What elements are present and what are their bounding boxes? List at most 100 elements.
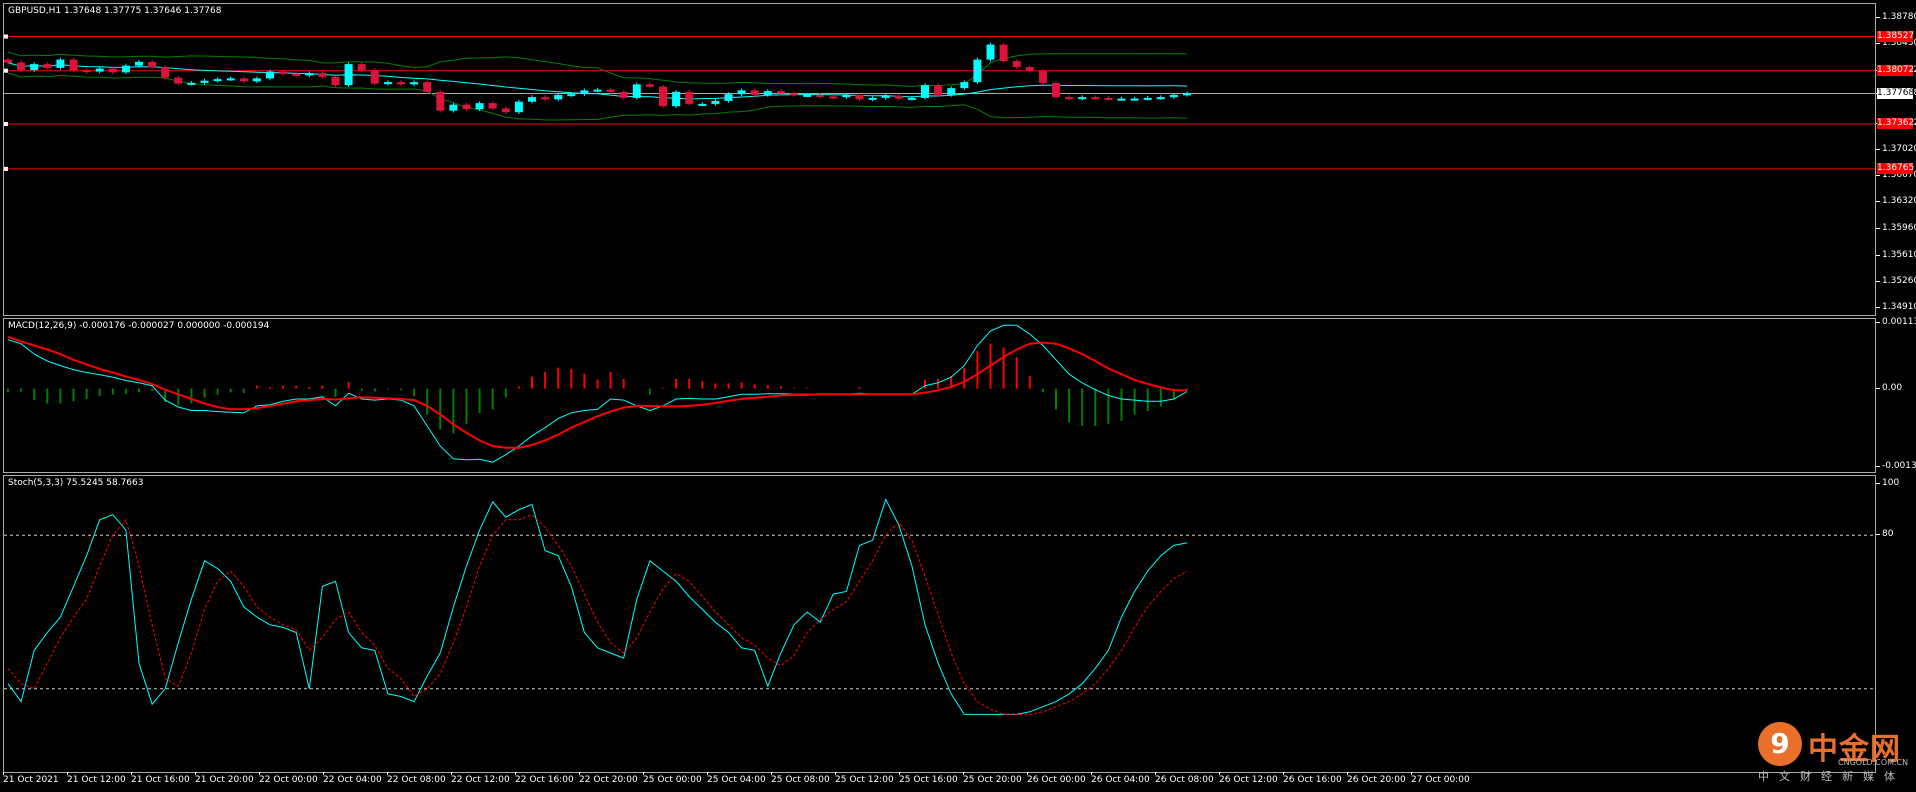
macd-chart [7,324,1188,463]
moving-average-line [7,62,1188,100]
candle-bear [17,62,26,71]
candle-bear [4,59,12,63]
candle-bull [698,103,707,106]
candle-bull [95,68,104,72]
time-tick: 26 Oct 04:00 [1091,772,1150,785]
candle-bear [619,91,628,98]
candle-bear [934,85,943,95]
time-tick: 25 Oct 20:00 [963,772,1022,785]
candle-bull [960,82,969,89]
candle-bull [921,85,929,98]
time-tick: 25 Oct 00:00 [643,772,702,785]
candle-bear [1104,97,1113,100]
candle-bull [554,94,563,100]
time-axis: 21 Oct 2021 21 Oct 12:00 21 Oct 16:00 21 Oc… [0,772,1876,792]
candle-bull [632,84,641,98]
candle-bear [829,96,838,99]
stoch-panel[interactable]: Stoch(5,3,3) 75.5245 58.7663 [3,475,1876,773]
time-tick: 26 Oct 12:00 [1219,772,1278,785]
cngold-slogan: 中文财经新媒体 [1758,770,1905,783]
stoch-signal-line [7,514,1188,715]
price-tick: 1.35610 [1875,250,1916,260]
price-tick: 1.37020 [1875,144,1916,154]
cngold-url: CNGOLD.COM.CN [1838,758,1909,767]
time-tick: 27 Oct 00:00 [1411,772,1470,785]
time-tick: 26 Oct 16:00 [1283,772,1342,785]
candle-bear [541,97,550,100]
bollinger-lower-line [7,72,1188,121]
macd-panel[interactable]: MACD(12,26,9) -0.000176 -0.000027 0.0000… [3,318,1876,473]
candle-bear [1065,97,1074,100]
candle-bull [763,91,772,95]
candle-bear [423,82,432,92]
time-tick: 25 Oct 16:00 [899,772,958,785]
candle-bull [881,95,890,98]
candle-bear [148,61,157,68]
candle-bear [292,73,301,76]
candle-bull [737,90,746,95]
candle-bear [606,89,615,92]
candle-bear [816,94,825,97]
bollinger-upper-line [7,51,1188,87]
candle-bear [370,70,379,84]
level-price-tag: 1.38072 [1877,64,1915,76]
stoch-tick: 100 [1875,478,1900,488]
current-price-tag: 1.37768 [1877,87,1915,99]
candle-bull [213,79,222,82]
candle-bear [855,94,864,100]
candle-bull [344,64,353,86]
time-tick: 26 Oct 08:00 [1155,772,1214,785]
candle-bear [357,64,366,71]
candle-bear [397,82,405,85]
candle-bear [790,93,798,96]
candle-bull [567,94,576,97]
candle-bull [121,65,130,73]
time-tick: 26 Oct 20:00 [1347,772,1406,785]
candle-bear [82,70,91,73]
candle-bear [462,104,471,110]
candle-bear [239,78,248,82]
macd-signal-line [7,335,1187,449]
cngold-logo-text: 中金网 [1808,732,1901,767]
time-tick: 22 Oct 04:00 [323,772,382,785]
candle-bull [226,78,235,81]
candle-bear [645,84,654,87]
candle-bull [135,61,143,66]
stoch-tick: 80 [1875,529,1894,540]
symbol-label: GBPUSD,H1 1.37648 1.37775 1.37646 1.3776… [8,6,222,16]
candle-bull [907,97,916,100]
level-price-tag: 1.38527 [1877,30,1915,42]
candle-bear [894,95,903,99]
candle-bull [842,94,851,98]
candle-bull [200,80,209,83]
macd-tick: 0.001133 [1876,317,1916,327]
price-tick: 1.36320 [1875,196,1916,206]
candle-bull [187,82,196,85]
candle-bear [43,64,52,68]
candle-bull [266,71,274,79]
candle-bull [475,103,484,110]
candle-bull [1169,94,1178,98]
time-tick: 22 Oct 00:00 [259,772,318,785]
level-marker [4,122,8,127]
macd-tick: -0.001368 [1875,461,1916,471]
time-tick: 21 Oct 20:00 [195,772,254,785]
macd-axis: 0.001133 0.00 -0.001368 [1875,317,1916,473]
cngold-logo-icon: 9 [1758,722,1802,766]
candle-bull [1183,93,1191,96]
price-tick: 1.38780 [1875,12,1916,22]
candle-bear [318,73,327,77]
candle-bull [724,94,733,101]
candle-bull [986,44,995,60]
candle-bear [501,108,510,113]
cngold-watermark: 9 中金网 CNGOLD.COM.CN 中文财经新媒体 [1758,722,1908,784]
price-chart-panel[interactable]: GBPUSD,H1 1.37648 1.37775 1.37646 1.3776… [3,3,1876,316]
stoch-axis: 100 80 [1875,475,1916,773]
candle-bull [30,64,39,71]
price-tick: 1.34910 [1875,302,1916,312]
macd-main-line [7,324,1188,463]
candle-bear [750,90,759,95]
candle-bear [279,71,288,74]
candle-bear [999,44,1008,62]
time-tick: 21 Oct 12:00 [67,772,126,785]
